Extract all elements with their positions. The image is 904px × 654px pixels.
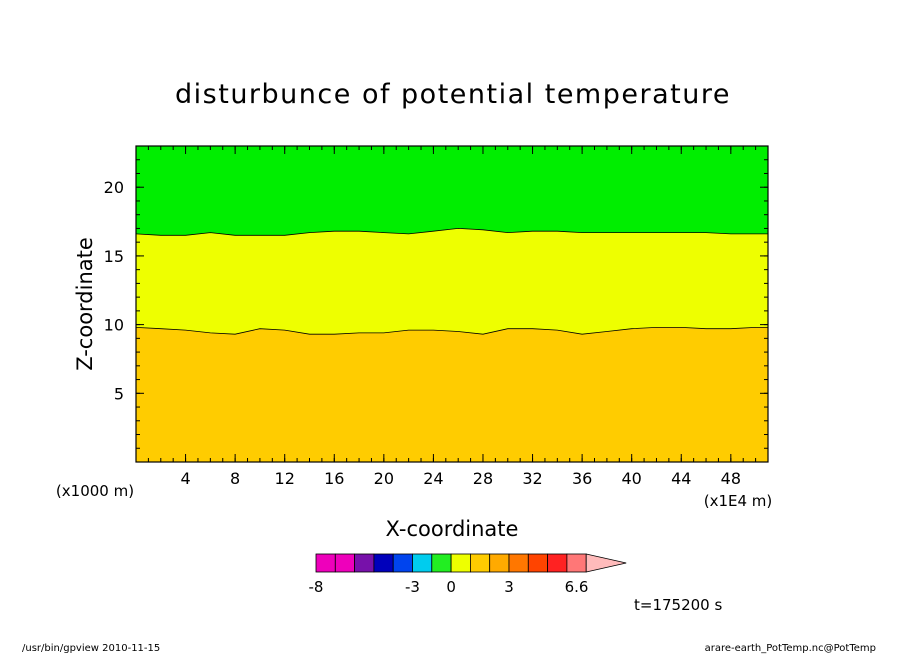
fill-band-middle [136,228,768,335]
x-tick-label: 24 [423,469,443,488]
fill-band-upper [136,146,768,236]
x-tick-label: 40 [622,469,642,488]
colorbar-segment [392,553,413,573]
footer-right: arare-earth_PotTemp.nc@PotTemp [705,643,876,654]
colorbar-segment [566,553,587,573]
colorbar-extend-arrow [585,553,627,573]
footer-left: /usr/bin/gpview 2010-11-15 [22,643,160,654]
y-axis-label: Z-coordinate [73,237,97,371]
plot-frame [135,145,769,463]
colorbar-segment [508,553,529,573]
x-tick-label: 16 [324,469,344,488]
y-tick-label: 20 [104,178,124,197]
plot-area [135,146,768,462]
colorbar-segment [469,553,491,573]
colorbar-segment [431,553,452,573]
colorbar-segment [489,553,510,573]
x-axis-label: X-coordinate [386,517,519,541]
contour-line-2 [135,227,768,236]
x-tick-label: 32 [522,469,542,488]
colorbar-label: -8 [309,578,324,596]
x-tick-label: 36 [572,469,592,488]
y-tick-label: 10 [104,316,124,335]
chart-title: disturbunce of potential temperature [175,79,731,110]
x-tick-label: 48 [721,469,741,488]
colorbar-segment [547,553,568,573]
colorbar-label: 0 [446,578,456,596]
y-tick-label: 15 [104,247,124,266]
colorbar-segment [334,553,355,573]
y-unit-label: (x1000 m) [56,482,134,500]
x-tick-label: 28 [473,469,493,488]
colorbar-segment [527,553,548,573]
x-tick-label: 12 [275,469,295,488]
x-tick-label: 8 [230,469,240,488]
colorbar-segment [412,553,433,573]
contour-line-1 [135,326,768,335]
x-tick-label: 20 [374,469,394,488]
colorbar-segment [450,553,471,573]
colorbar-segment [315,553,336,573]
colorbar: -8 -3 0 3 6.6 [309,553,627,596]
colorbar-segment [354,553,375,573]
fill-band-lower [136,327,768,462]
colorbar-label: -3 [405,578,420,596]
x-tick-label: 4 [180,469,190,488]
x-unit-label: (x1E4 m) [704,492,773,510]
y-tick-label: 5 [114,384,124,403]
time-label: t=175200 s [634,596,722,614]
colorbar-label: 6.6 [565,578,589,596]
colorbar-label: 3 [504,578,514,596]
colorbar-segment [373,553,394,573]
x-tick-label: 44 [671,469,691,488]
